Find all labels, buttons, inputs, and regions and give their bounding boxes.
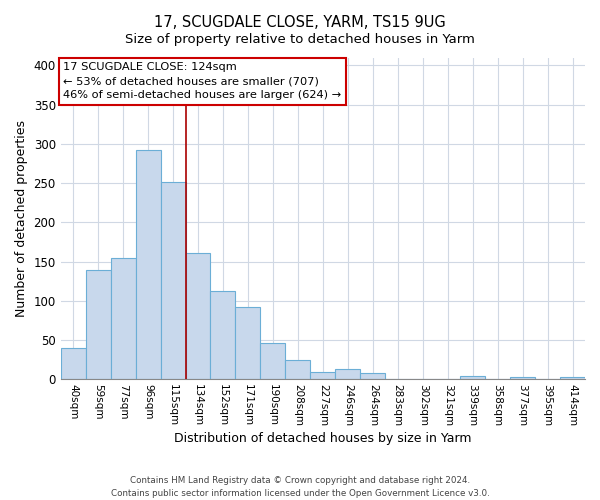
Text: 17 SCUGDALE CLOSE: 124sqm
← 53% of detached houses are smaller (707)
46% of semi: 17 SCUGDALE CLOSE: 124sqm ← 53% of detac…: [63, 62, 341, 100]
Bar: [460, 376, 485, 380]
Bar: [235, 307, 260, 380]
Text: 17, SCUGDALE CLOSE, YARM, TS15 9UG: 17, SCUGDALE CLOSE, YARM, TS15 9UG: [154, 15, 446, 30]
Bar: [335, 369, 360, 380]
Y-axis label: Number of detached properties: Number of detached properties: [15, 120, 28, 317]
Text: Contains HM Land Registry data © Crown copyright and database right 2024.
Contai: Contains HM Land Registry data © Crown c…: [110, 476, 490, 498]
Bar: [310, 372, 335, 380]
Bar: [110, 258, 136, 380]
Bar: [61, 348, 86, 380]
Bar: [211, 290, 235, 380]
Bar: [560, 377, 585, 380]
Bar: [510, 377, 535, 380]
Bar: [185, 253, 211, 380]
Bar: [260, 344, 286, 380]
Bar: [136, 150, 161, 380]
Bar: [286, 360, 310, 380]
Bar: [86, 270, 110, 380]
X-axis label: Distribution of detached houses by size in Yarm: Distribution of detached houses by size …: [174, 432, 472, 445]
Bar: [161, 182, 185, 380]
Text: Size of property relative to detached houses in Yarm: Size of property relative to detached ho…: [125, 32, 475, 46]
Bar: [360, 373, 385, 380]
